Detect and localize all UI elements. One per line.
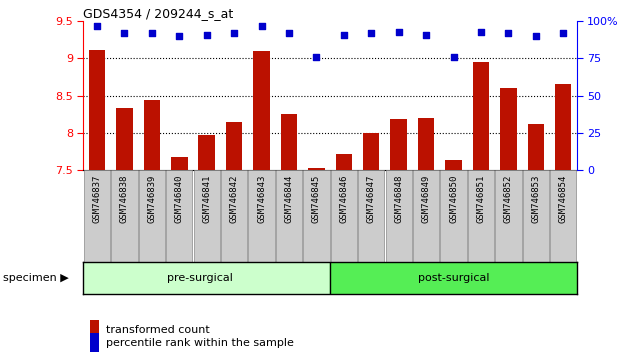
FancyBboxPatch shape [112,170,138,262]
FancyBboxPatch shape [385,170,412,262]
Point [558,30,569,36]
Text: GSM746852: GSM746852 [504,175,513,223]
Bar [199,135,215,170]
Bar [500,88,517,170]
Point [174,33,185,39]
FancyBboxPatch shape [468,170,494,262]
Bar [418,118,435,170]
Point [147,30,157,36]
Point [119,30,129,36]
Bar [445,160,462,170]
Text: GSM746854: GSM746854 [559,175,568,223]
Text: percentile rank within the sample: percentile rank within the sample [106,338,294,348]
Bar [116,108,133,170]
Bar [281,114,297,170]
FancyBboxPatch shape [194,170,220,262]
FancyBboxPatch shape [138,170,165,262]
Text: GSM746853: GSM746853 [531,175,540,223]
Text: GSM746838: GSM746838 [120,175,129,223]
Text: GSM746841: GSM746841 [202,175,212,223]
Point [256,23,267,29]
Text: GSM746847: GSM746847 [367,175,376,223]
Point [394,29,404,34]
Bar [308,169,324,170]
Text: GSM746843: GSM746843 [257,175,266,223]
Point [366,30,376,36]
Text: GDS4354 / 209244_s_at: GDS4354 / 209244_s_at [83,7,233,20]
Bar [336,154,352,170]
FancyBboxPatch shape [522,170,549,262]
FancyBboxPatch shape [84,170,110,262]
Point [421,32,431,38]
Text: GSM746846: GSM746846 [339,175,348,223]
Point [284,30,294,36]
Text: pre-surgical: pre-surgical [167,273,233,283]
FancyBboxPatch shape [413,170,439,262]
FancyBboxPatch shape [303,170,329,262]
Point [338,32,349,38]
Bar [171,156,188,170]
Bar [89,50,105,170]
Text: transformed count: transformed count [106,325,210,335]
Bar [226,122,242,170]
Point [531,33,541,39]
FancyBboxPatch shape [331,170,357,262]
Bar [472,62,489,170]
Point [448,54,458,60]
Text: GSM746840: GSM746840 [175,175,184,223]
Point [229,30,239,36]
Point [201,32,212,38]
Text: GSM746851: GSM746851 [476,175,485,223]
FancyBboxPatch shape [249,170,275,262]
Text: specimen ▶: specimen ▶ [3,273,69,283]
FancyBboxPatch shape [166,170,192,262]
Text: GSM746848: GSM746848 [394,175,403,223]
Text: GSM746844: GSM746844 [285,175,294,223]
Text: GSM746842: GSM746842 [229,175,238,223]
Point [312,54,322,60]
Point [92,23,102,29]
FancyBboxPatch shape [440,170,467,262]
FancyBboxPatch shape [276,170,302,262]
FancyBboxPatch shape [495,170,522,262]
Text: GSM746837: GSM746837 [92,175,101,223]
Bar [253,51,270,170]
Point [503,30,513,36]
FancyBboxPatch shape [221,170,247,262]
Point [476,29,486,34]
Bar [528,124,544,170]
Bar [144,100,160,170]
FancyBboxPatch shape [550,170,576,262]
Bar [363,133,379,170]
Text: GSM746845: GSM746845 [312,175,321,223]
FancyBboxPatch shape [358,170,385,262]
Bar [555,84,571,170]
Text: GSM746839: GSM746839 [147,175,156,223]
Text: GSM746849: GSM746849 [422,175,431,223]
Text: post-surgical: post-surgical [418,273,489,283]
Text: GSM746850: GSM746850 [449,175,458,223]
Bar [390,119,407,170]
